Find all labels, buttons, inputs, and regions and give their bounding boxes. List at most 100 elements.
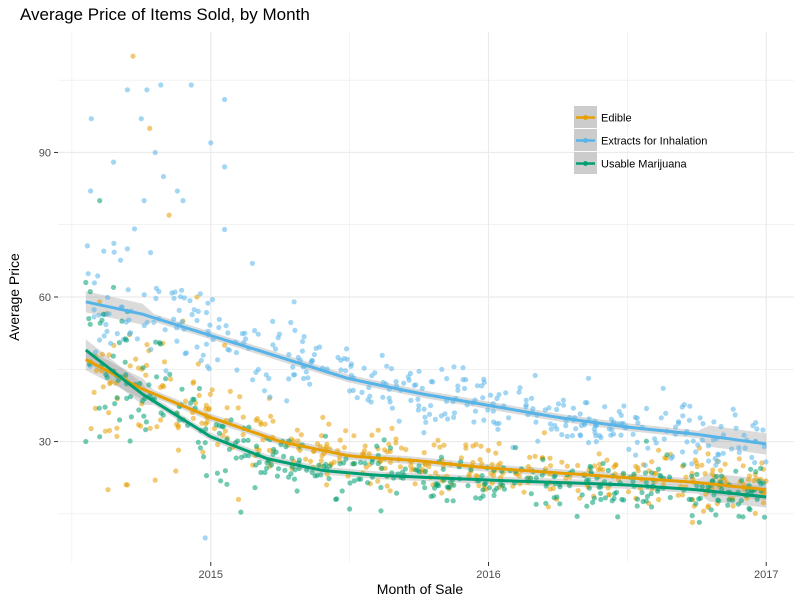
extracts-for-inhalation-point xyxy=(690,438,696,444)
usable-marijuana-point xyxy=(140,365,146,371)
extracts-for-inhalation-point xyxy=(153,295,159,302)
edible-point xyxy=(114,433,120,439)
edible-point xyxy=(324,471,330,477)
edible-point xyxy=(222,342,228,348)
extracts-for-inhalation-point xyxy=(733,425,739,431)
chart-title: Average Price of Items Sold, by Month xyxy=(20,5,310,24)
edible-point xyxy=(375,427,381,433)
usable-marijuana-point xyxy=(708,507,714,513)
extracts-for-inhalation-point xyxy=(432,416,438,422)
usable-marijuana-point xyxy=(154,374,160,380)
usable-marijuana-point xyxy=(747,507,753,513)
extracts-for-inhalation-point xyxy=(181,295,187,301)
extracts-for-inhalation-point xyxy=(419,385,425,391)
edible-point xyxy=(559,459,565,465)
usable-marijuana-point xyxy=(232,440,239,446)
edible-point xyxy=(240,414,246,420)
y-axis-ticks: 30 60 90 xyxy=(39,147,58,449)
extracts-for-inhalation-point xyxy=(203,309,210,316)
extracts-for-inhalation-point xyxy=(305,375,311,381)
extracts-for-inhalation-point xyxy=(754,426,760,432)
usable-marijuana-point xyxy=(540,457,546,463)
extracts-for-inhalation-point xyxy=(234,367,240,373)
usable-marijuana-point xyxy=(543,500,549,506)
extracts-for-inhalation-point xyxy=(347,388,353,394)
extracts-for-inhalation-point xyxy=(481,417,487,423)
edible-point xyxy=(260,437,266,443)
usable-marijuana-point xyxy=(343,456,349,462)
usable-marijuana-point xyxy=(136,407,142,413)
edible-point xyxy=(102,428,108,434)
edible-point xyxy=(237,394,243,400)
edible-point xyxy=(466,471,472,478)
usable-marijuana-point xyxy=(689,513,695,519)
usable-marijuana-point xyxy=(761,514,768,520)
extracts-for-inhalation-point xyxy=(642,462,648,468)
usable-marijuana-point xyxy=(322,433,329,439)
extracts-for-inhalation-point xyxy=(125,287,131,293)
extracts-for-inhalation-point xyxy=(292,372,298,378)
usable-marijuana-point xyxy=(554,494,560,500)
usable-marijuana-point xyxy=(274,473,280,479)
edible-point xyxy=(575,488,581,494)
extracts-for-inhalation-point xyxy=(415,396,421,402)
extracts-for-inhalation-point xyxy=(663,410,669,416)
usable-marijuana-point xyxy=(600,460,606,467)
usable-marijuana-point xyxy=(557,501,563,507)
usable-marijuana-point xyxy=(356,476,362,482)
edible-point xyxy=(439,490,445,496)
extracts-for-inhalation-point xyxy=(626,446,632,452)
extracts-for-inhalation-point xyxy=(275,335,281,341)
edible-point xyxy=(337,437,343,443)
extracts-for-inhalation-point xyxy=(460,365,466,371)
usable-marijuana-point xyxy=(500,482,506,488)
usable-marijuana-point xyxy=(245,437,251,443)
edible-point xyxy=(393,436,399,442)
extracts-for-inhalation-point xyxy=(144,319,150,326)
extracts-for-inhalation-point xyxy=(560,397,567,403)
edible-point xyxy=(93,368,100,374)
edible-point xyxy=(564,463,570,469)
extracts-for-inhalation-point xyxy=(91,307,97,313)
edible-point xyxy=(100,384,106,390)
extracts-for-inhalation-point xyxy=(104,328,110,334)
usable-marijuana-point xyxy=(533,501,539,507)
extracts-for-inhalation-point xyxy=(134,336,140,342)
edible-point xyxy=(345,473,351,479)
edible-point xyxy=(91,389,97,395)
usable-marijuana-point xyxy=(713,473,720,480)
edible-point xyxy=(351,433,357,439)
grid-lines xyxy=(58,32,794,562)
extracts-for-inhalation-point xyxy=(670,453,676,459)
extracts-for-inhalation-point xyxy=(661,436,667,442)
usable-marijuana-point xyxy=(110,284,117,290)
y-tick-label: 30 xyxy=(39,437,51,449)
edible-point xyxy=(360,451,366,457)
extracts-for-inhalation-point xyxy=(284,398,290,404)
edible-point xyxy=(362,443,368,449)
extracts-for-inhalation-point xyxy=(103,321,109,328)
extracts-for-inhalation-point xyxy=(144,87,150,93)
extracts-for-inhalation-point xyxy=(699,437,705,443)
extracts-for-inhalation-point xyxy=(753,420,759,426)
usable-marijuana-point xyxy=(394,490,400,496)
edible-point xyxy=(308,458,314,464)
extracts-for-inhalation-point xyxy=(189,311,195,318)
extracts-for-inhalation-point xyxy=(380,394,386,400)
extracts-for-inhalation-point xyxy=(252,328,258,334)
edible-point xyxy=(710,467,716,473)
edible-point xyxy=(290,438,296,444)
usable-marijuana-point xyxy=(597,490,604,496)
edible-point xyxy=(303,456,309,462)
extracts-for-inhalation-point xyxy=(141,292,147,298)
y-tick-label: 60 xyxy=(39,292,51,304)
edible-point xyxy=(683,474,689,480)
usable-marijuana-point xyxy=(273,449,279,455)
usable-marijuana-point xyxy=(201,454,207,460)
usable-marijuana-point xyxy=(533,475,540,481)
legend-dot-edible xyxy=(583,115,588,120)
extracts-for-inhalation-point xyxy=(88,116,94,122)
extracts-for-inhalation-point xyxy=(207,322,213,328)
usable-marijuana-point xyxy=(352,461,358,467)
extracts-for-inhalation-point xyxy=(503,390,509,396)
